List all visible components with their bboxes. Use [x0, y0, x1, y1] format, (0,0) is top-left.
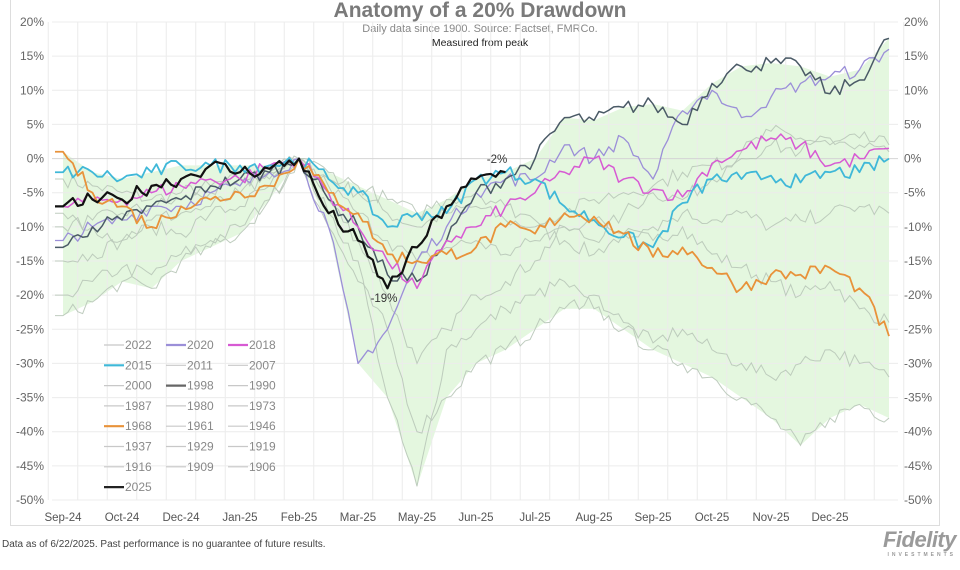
legend-label: 1973: [249, 399, 276, 413]
legend-label: 2000: [125, 379, 152, 393]
chart-frame: [10, 0, 940, 526]
legend-label: 1998: [187, 379, 214, 393]
y-tick-label-left: -5%: [23, 186, 45, 200]
legend-label: 2007: [249, 358, 276, 372]
annotation-trough: -19%: [371, 293, 398, 305]
series-line-1998: [55, 37, 890, 283]
x-tick-label: May-25: [398, 512, 436, 524]
legend-label: 1909: [187, 460, 214, 474]
y-tick-label-right: -35%: [904, 391, 932, 405]
y-tick-label-left: -45%: [16, 459, 44, 473]
y-tick-label-right: 5%: [904, 117, 922, 131]
x-tick-label: Dec-24: [162, 512, 200, 524]
y-tick-label-right: -25%: [904, 322, 932, 336]
legend-label: 1929: [187, 440, 214, 454]
y-tick-label-right: 20%: [904, 15, 928, 29]
legend-label: 2011: [187, 358, 213, 372]
y-tick-label-left: 0%: [27, 152, 45, 166]
chart-title: Anatomy of a 20% Drawdown: [333, 0, 627, 22]
y-tick-label-left: 5%: [27, 117, 45, 131]
x-tick-label: Jun-25: [458, 512, 493, 524]
legend-label: 2025: [125, 480, 152, 494]
fidelity-logo: Fidelity INVESTMENTS: [882, 527, 957, 559]
annotation-current: -2%: [487, 154, 507, 166]
y-tick-label-left: -40%: [16, 425, 44, 439]
series-line-other: [55, 135, 890, 243]
legend-label: 2018: [249, 338, 276, 352]
x-tick-label: Mar-25: [340, 512, 376, 524]
legend-label: 1916: [125, 460, 152, 474]
x-tick-label: Jul-25: [519, 512, 550, 524]
drawdown-chart: 20% 20% 15% 15% 10% 10% 5% 5% 0% 0% -5% -5% -10% -10%…: [16, 15, 932, 524]
y-tick-label-right: -45%: [904, 459, 932, 473]
legend-label: 1961: [187, 419, 214, 433]
y-tick-label-left: 15%: [20, 49, 44, 63]
y-tick-label-right: -10%: [904, 220, 932, 234]
series-line-other: [55, 124, 890, 365]
chart-subtitle: Daily data since 1900. Source: Factset, …: [362, 23, 598, 35]
y-tick-label-left: -30%: [16, 356, 44, 370]
series-line-2015: [55, 155, 890, 249]
y-tick-label-left: -35%: [16, 391, 44, 405]
legend-label: 2020: [187, 338, 214, 352]
x-tick-label: Sep-24: [44, 512, 82, 524]
x-tick-label: Nov-25: [752, 512, 789, 524]
y-tick-label-left: 10%: [20, 83, 44, 97]
x-tick-label: Sep-25: [634, 512, 671, 524]
series-line-2025: [55, 157, 506, 290]
x-tick-label: Aug-25: [575, 512, 612, 524]
y-tick-label-right: 10%: [904, 83, 928, 97]
series-line-other: [55, 157, 890, 434]
x-tick-label: Oct-24: [105, 512, 140, 524]
y-tick-label-right: -15%: [904, 254, 932, 268]
y-tick-label-right: -40%: [904, 425, 932, 439]
chart-note: Measured from peak: [431, 37, 529, 49]
x-tick-label: Dec-25: [811, 512, 848, 524]
range-band: [63, 38, 889, 487]
x-tick-label: Oct-25: [695, 512, 730, 524]
y-tick-label-right: 0%: [904, 152, 922, 166]
y-tick-label-right: -50%: [904, 493, 932, 507]
legend-label: 1906: [249, 460, 276, 474]
logo-subtext: INVESTMENTS: [887, 552, 956, 558]
y-tick-label-left: -20%: [16, 288, 44, 302]
series-line-2018: [55, 133, 890, 290]
series-line-other: [55, 157, 890, 487]
legend-label: 1980: [187, 399, 214, 413]
y-tick-label-left: -10%: [16, 220, 44, 234]
legend-label: 1990: [249, 379, 276, 393]
y-tick-label-left: -25%: [16, 322, 44, 336]
logo-text: Fidelity: [882, 527, 957, 552]
y-tick-label-right: -30%: [904, 356, 932, 370]
legend-label: 1968: [125, 419, 152, 433]
y-tick-label-right: 15%: [904, 49, 928, 63]
legend-label: 1919: [249, 440, 276, 454]
y-tick-label-left: -15%: [16, 254, 44, 268]
y-tick-label-left: -50%: [16, 493, 44, 507]
x-tick-label: Feb-25: [281, 512, 317, 524]
y-tick-label-left: 20%: [20, 15, 44, 29]
legend-label: 2022: [125, 338, 152, 352]
series-line-other: [55, 155, 890, 263]
x-tick-label: Jan-25: [222, 512, 257, 524]
legend-label: 1937: [125, 440, 152, 454]
legend-label: 1946: [249, 419, 276, 433]
legend-label: 1987: [125, 399, 152, 413]
y-tick-label-right: -5%: [904, 186, 926, 200]
y-tick-label-right: -20%: [904, 288, 932, 302]
disclaimer: Data as of 6/22/2025. Past performance i…: [2, 539, 326, 550]
series-line-1968: [55, 150, 890, 337]
legend-label: 2015: [125, 358, 152, 372]
